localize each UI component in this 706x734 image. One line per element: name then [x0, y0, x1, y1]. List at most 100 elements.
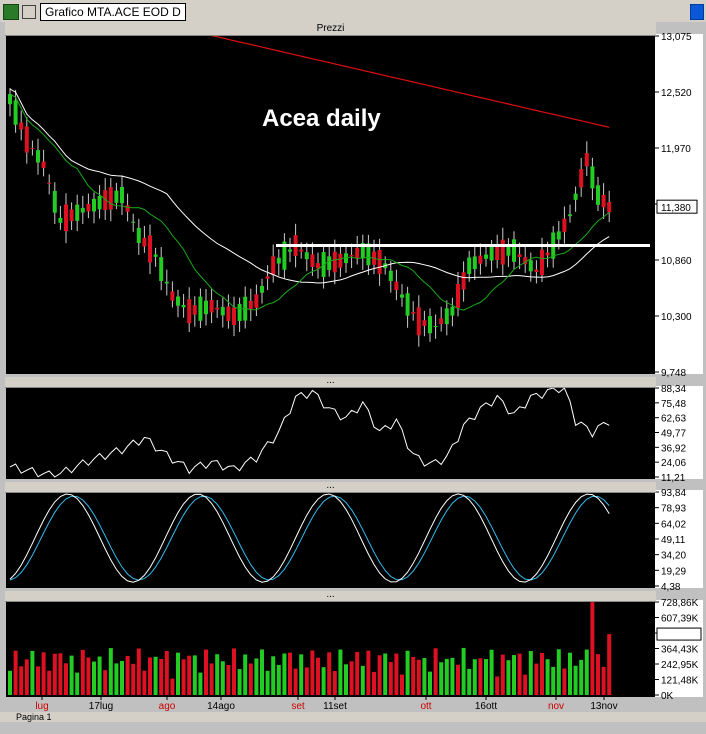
- y-tick-label: 9,748: [661, 368, 686, 379]
- volume-bar: [148, 657, 152, 695]
- volume-bar: [142, 670, 147, 695]
- candle-body: [170, 291, 175, 301]
- candle-body: [338, 253, 343, 268]
- volume-bar: [377, 655, 382, 695]
- volume-bar: [181, 659, 186, 695]
- volume-bar: [293, 668, 298, 695]
- candle-body: [75, 204, 80, 221]
- volume-bar: [556, 649, 561, 695]
- window-menu-icon[interactable]: [22, 5, 36, 19]
- volume-bar: [192, 655, 197, 695]
- x-tick-label: ago: [159, 701, 176, 712]
- y-tick-label: 364,43K: [661, 645, 699, 656]
- candle-body: [92, 198, 96, 212]
- volume-bar: [394, 653, 399, 695]
- candle-body: [489, 246, 494, 261]
- stochastic-k-line: [9, 493, 610, 583]
- x-tick-label: set: [291, 701, 305, 712]
- volume-bar: [584, 649, 589, 695]
- volume-bar: [500, 654, 505, 695]
- candle-body: [467, 257, 472, 274]
- candle-body: [226, 306, 231, 321]
- candle-body: [478, 255, 483, 264]
- y-tick-label: 11,21: [661, 473, 686, 484]
- candle-body: [405, 293, 410, 316]
- volume-bar: [579, 659, 584, 695]
- ma-mid-line: [9, 88, 610, 284]
- candle-body: [472, 256, 477, 270]
- y-tick-label: 88,34: [661, 384, 686, 395]
- candle-body: [47, 182, 52, 184]
- volume-bar: [383, 653, 388, 695]
- volume-bar: [30, 650, 35, 695]
- y-tick-label: 10,300: [661, 312, 692, 323]
- volume-bar: [164, 651, 169, 695]
- volume-bar: [484, 659, 488, 695]
- candle-body: [237, 303, 242, 322]
- candle-body: [120, 186, 124, 204]
- candle-body: [517, 254, 522, 258]
- x-tick-label: 11set: [323, 701, 347, 712]
- volume-bar: [52, 653, 57, 695]
- y-tick-label: 36,92: [661, 443, 686, 454]
- volume-bar: [243, 654, 248, 695]
- candle-body: [69, 209, 74, 222]
- volume-bar: [478, 658, 483, 695]
- candle-body: [176, 296, 180, 306]
- volume-bar: [596, 654, 600, 695]
- panel-background-1: [6, 386, 655, 479]
- volume-bar: [540, 652, 544, 695]
- candle-body: [220, 307, 225, 316]
- volume-bar: [276, 664, 281, 695]
- volume-bar: [187, 655, 192, 695]
- x-tick-label: 17lug: [89, 701, 113, 712]
- candle-body: [265, 276, 270, 279]
- volume-bar: [282, 653, 287, 695]
- volume-bar: [92, 661, 96, 695]
- y-tick-label: 64,02: [661, 519, 686, 530]
- volume-bar: [344, 664, 348, 695]
- candle-body: [24, 126, 29, 153]
- volume-bar: [254, 658, 259, 695]
- candle-body: [607, 202, 612, 213]
- window-control-button[interactable]: [690, 4, 704, 20]
- candle-body: [254, 294, 259, 308]
- window-titlebar: Grafico MTA.ACE EOD D: [0, 0, 706, 23]
- volume-bar: [360, 665, 365, 695]
- price-panel-header: Prezzi: [5, 22, 656, 36]
- volume-bar: [327, 652, 332, 695]
- volume-bar: [136, 648, 141, 695]
- volume-bar: [316, 657, 320, 695]
- candle-body: [439, 318, 444, 325]
- volume-bar: [265, 670, 270, 695]
- x-tick-label: 13nov: [590, 701, 617, 712]
- candle-body: [450, 306, 455, 316]
- volume-bar: [601, 666, 606, 695]
- candle-body: [495, 245, 500, 260]
- candle-body: [433, 326, 438, 328]
- candle-body: [142, 237, 147, 247]
- x-tick-label: 16ott: [475, 701, 497, 712]
- candle-body: [388, 270, 393, 281]
- volume-bar: [450, 657, 455, 695]
- candle-body: [288, 249, 292, 252]
- volume-bar: [58, 653, 63, 695]
- volume-bar: [13, 650, 18, 695]
- volume-bar: [64, 663, 68, 695]
- candle-body: [377, 250, 382, 274]
- volume-bar: [506, 660, 511, 695]
- candle-body: [41, 161, 46, 168]
- chart-canvas: 13,075 12,520 11,970 11,380 10,860 10,300 9,74…: [0, 22, 706, 734]
- candle-body: [282, 241, 287, 270]
- volume-bar: [86, 657, 91, 695]
- volume-bar: [159, 658, 164, 695]
- candle-body: [556, 231, 561, 240]
- candle-body: [181, 304, 186, 308]
- candle-body: [125, 205, 130, 212]
- volume-bar: [47, 670, 52, 695]
- oscillator-line: [9, 387, 610, 478]
- candle-body: [232, 307, 236, 326]
- y-tick-label: 93,84: [661, 488, 686, 499]
- candle-body: [148, 235, 152, 263]
- candle-body: [187, 299, 192, 324]
